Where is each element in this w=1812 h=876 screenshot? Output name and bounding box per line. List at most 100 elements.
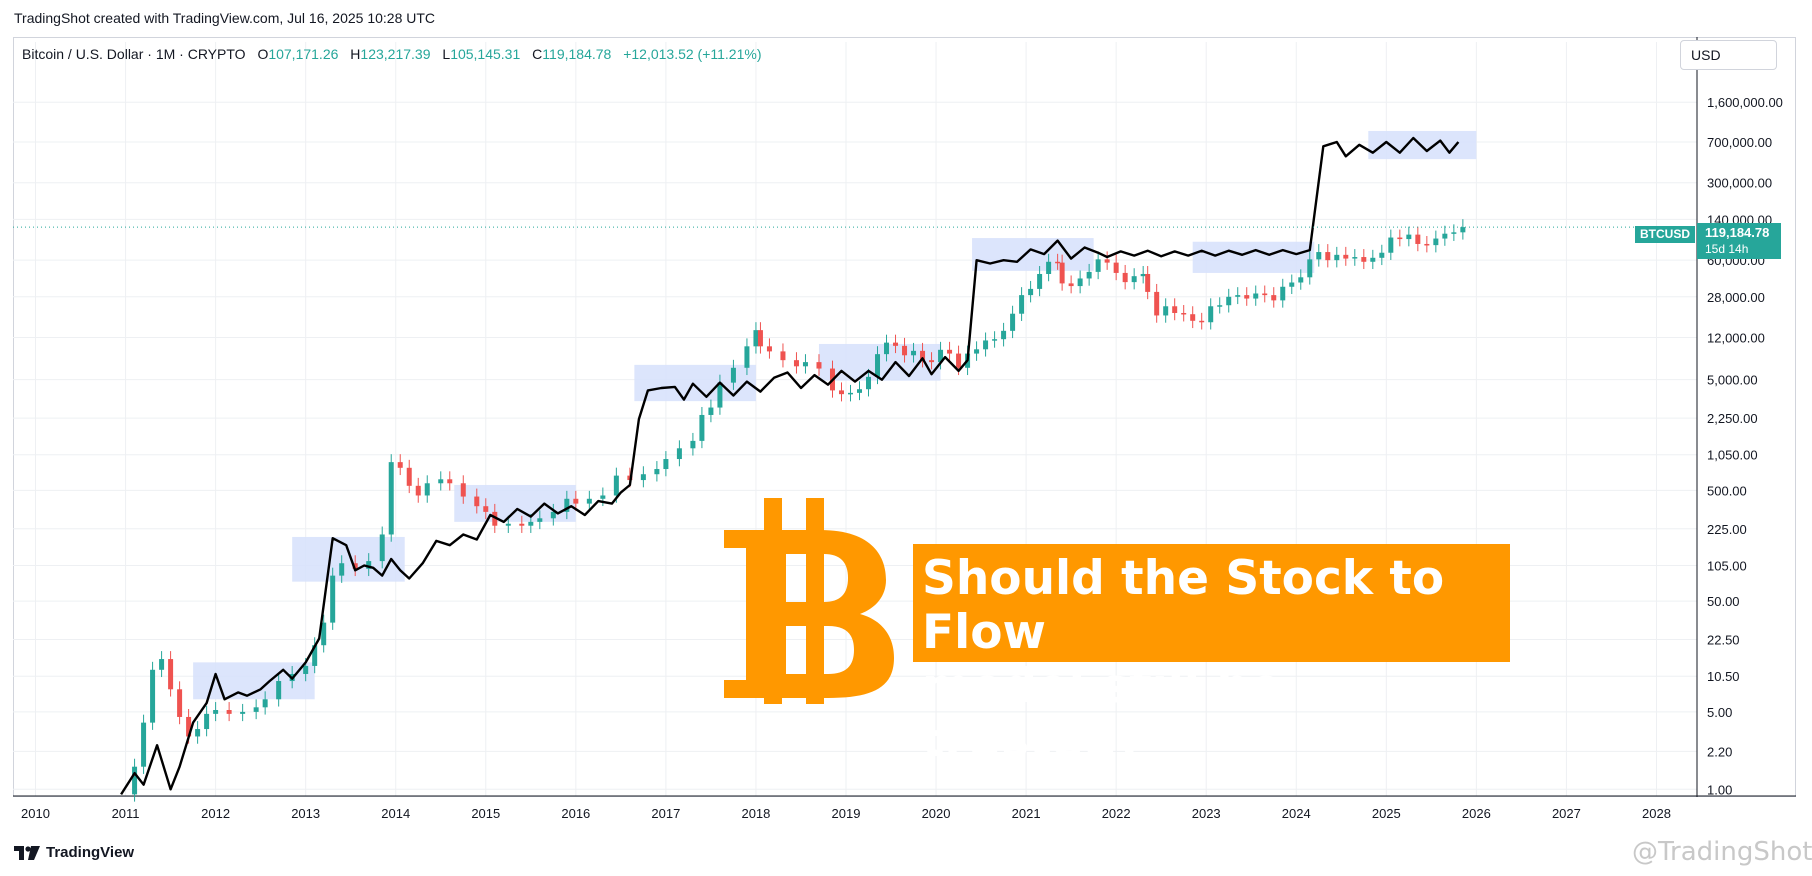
candle-body — [1046, 261, 1052, 274]
price-tag-value: 119,184.78 — [1705, 225, 1770, 240]
candle-body — [847, 392, 853, 395]
candle-body — [1140, 273, 1146, 277]
candle-body — [186, 716, 192, 737]
candle-body — [352, 563, 358, 569]
highlight-range — [972, 238, 1094, 271]
candle-body — [1460, 227, 1466, 233]
candle-body — [1424, 243, 1430, 246]
price-tag-symbol: BTCUSD — [1635, 226, 1695, 243]
candle-body — [1154, 291, 1160, 316]
candle-body — [1001, 330, 1007, 340]
candle-body — [1217, 305, 1223, 307]
headline-line-1: Should the Stock to Flow — [922, 551, 1445, 660]
candle-body — [424, 483, 430, 496]
x-tick-label: 2025 — [1372, 806, 1401, 821]
candle-body — [1433, 238, 1439, 246]
candle-body — [492, 511, 498, 526]
x-tick-label: 2028 — [1642, 806, 1671, 821]
price-tag: 119,184.78 15d 14h — [1697, 223, 1781, 259]
candle-body — [397, 462, 403, 468]
candle-body — [947, 349, 953, 354]
candle-body — [177, 689, 183, 717]
candle-body — [866, 376, 872, 390]
y-tick-label: 1,050.00 — [1707, 448, 1758, 463]
highlight-range — [1192, 241, 1315, 273]
headline-banner: Should the Stock to Flow model still be … — [913, 544, 1510, 768]
candle-body — [893, 342, 899, 346]
candle-body — [884, 342, 890, 355]
change-value: +12,013.52 (+11.21%) — [623, 46, 762, 62]
candle-body — [1361, 257, 1367, 262]
candle-body — [1059, 262, 1065, 284]
candle-body — [460, 483, 466, 497]
symbol-legend: Bitcoin / U.S. Dollar · 1M · CRYPTO O107… — [22, 46, 762, 62]
tradingview-brand[interactable]: TradingView — [14, 844, 134, 861]
bitcoin-icon — [724, 498, 894, 704]
candle-body — [312, 645, 318, 666]
candle-body — [406, 467, 412, 486]
candle-body — [1086, 271, 1092, 279]
candle-body — [132, 766, 138, 795]
candle-body — [1244, 295, 1250, 299]
candle-body — [415, 485, 421, 496]
x-tick-label: 2018 — [741, 806, 770, 821]
candle-body — [303, 665, 309, 674]
candle-body — [564, 498, 570, 512]
candle-body — [1343, 254, 1349, 259]
candle-body — [600, 495, 606, 499]
candle-body — [929, 360, 935, 363]
candle-body — [1068, 283, 1074, 287]
highlight-range — [454, 484, 576, 522]
candle-body — [1010, 313, 1016, 331]
x-tick-label: 2016 — [561, 806, 590, 821]
candle-body — [838, 390, 844, 395]
candle-body — [938, 349, 944, 363]
candle-body — [1077, 278, 1083, 287]
x-tick-label: 2026 — [1462, 806, 1491, 821]
y-tick-label: 10.50 — [1707, 669, 1740, 684]
candle-body — [1442, 233, 1448, 239]
y-tick-label: 2.20 — [1707, 744, 1732, 759]
candle-body — [1316, 252, 1322, 260]
candle-body — [159, 659, 165, 670]
candle-body — [857, 389, 863, 393]
candle-body — [1181, 312, 1187, 315]
candle-body — [388, 462, 394, 535]
y-tick-label: 5,000.00 — [1707, 373, 1758, 388]
candle-body — [1037, 273, 1043, 289]
candle-body — [690, 440, 696, 449]
symbol-name[interactable]: Bitcoin / U.S. Dollar · 1M · CRYPTO — [22, 46, 246, 62]
candle-body — [1415, 234, 1421, 244]
candle-body — [204, 713, 210, 730]
y-tick-label: 22.50 — [1707, 633, 1740, 648]
candle-body — [1325, 252, 1331, 261]
candle-body — [1271, 295, 1277, 301]
candle-body — [339, 563, 345, 576]
candle-body — [902, 345, 908, 356]
candle-body — [168, 659, 174, 690]
candle-body — [640, 474, 646, 481]
candle-body — [663, 459, 669, 470]
x-tick-label: 2022 — [1102, 806, 1131, 821]
candle-body — [875, 354, 881, 377]
price-tag-countdown: 15d 14h — [1705, 242, 1749, 256]
candle-body — [1028, 288, 1034, 296]
highlight-range — [292, 536, 405, 582]
x-tick-label: 2012 — [201, 806, 230, 821]
x-tick-label: 2017 — [651, 806, 680, 821]
candle-body — [213, 710, 219, 714]
candle-body — [1253, 293, 1259, 299]
x-tick-label: 2020 — [922, 806, 951, 821]
y-tick-label: 1.00 — [1707, 782, 1732, 797]
candle-body — [983, 340, 989, 350]
high-value: 123,217.39 — [360, 46, 431, 62]
candle-body — [920, 350, 926, 361]
candle-body — [1352, 257, 1358, 259]
candle-body — [1145, 273, 1151, 292]
x-tick-label: 2011 — [112, 806, 140, 821]
low-value: 105,145.31 — [450, 46, 521, 62]
candle-body — [519, 523, 525, 526]
currency-selector[interactable]: USD — [1680, 40, 1777, 70]
x-tick-label: 2013 — [291, 806, 320, 821]
